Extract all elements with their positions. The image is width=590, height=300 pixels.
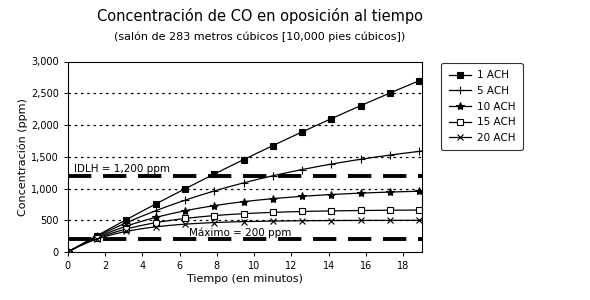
20 ACH (179, 223, 186, 226)
10 ACH (322, 193, 329, 197)
Line: 20 ACH: 20 ACH (64, 217, 425, 256)
10 ACH (418, 189, 425, 193)
1 ACH (287, 136, 294, 139)
Legend: 1 ACH, 5 ACH, 10 ACH, 15 ACH, 20 ACH: 1 ACH, 5 ACH, 10 ACH, 15 ACH, 20 ACH (441, 63, 523, 150)
Text: Concentración de CO en oposición al tiempo: Concentración de CO en oposición al tiem… (97, 8, 422, 23)
Line: 5 ACH: 5 ACH (64, 147, 426, 256)
1 ACH (418, 78, 425, 81)
10 ACH (287, 195, 294, 199)
15 ACH (322, 209, 329, 213)
Text: IDLH = 1,200 ppm: IDLH = 1,200 ppm (74, 164, 171, 174)
1 ACH (64, 250, 71, 254)
15 ACH (179, 217, 186, 220)
20 ACH (287, 219, 294, 223)
15 ACH (320, 209, 327, 213)
5 ACH (64, 250, 71, 254)
5 ACH (322, 164, 329, 167)
Text: Máximo = 200 ppm: Máximo = 200 ppm (189, 227, 291, 238)
Y-axis label: Concentración (ppm): Concentración (ppm) (18, 98, 28, 216)
1 ACH (107, 226, 114, 230)
1 ACH (320, 121, 327, 124)
Text: (salón de 283 metros cúbicos [10,000 pies cúbicos]): (salón de 283 metros cúbicos [10,000 pie… (114, 32, 405, 42)
X-axis label: Tiempo (en minutos): Tiempo (en minutos) (187, 274, 303, 284)
10 ACH (320, 193, 327, 197)
5 ACH (287, 170, 294, 174)
Line: 15 ACH: 15 ACH (65, 207, 425, 255)
10 ACH (64, 250, 71, 254)
15 ACH (287, 210, 294, 214)
Line: 1 ACH: 1 ACH (65, 77, 425, 255)
20 ACH (320, 219, 327, 222)
20 ACH (205, 221, 212, 225)
20 ACH (107, 233, 114, 237)
5 ACH (205, 191, 212, 195)
10 ACH (205, 205, 212, 208)
10 ACH (107, 230, 114, 234)
5 ACH (418, 149, 425, 153)
1 ACH (322, 120, 329, 123)
15 ACH (205, 214, 212, 218)
20 ACH (64, 250, 71, 254)
5 ACH (107, 228, 114, 232)
15 ACH (418, 208, 425, 212)
1 ACH (179, 188, 186, 192)
15 ACH (64, 250, 71, 254)
20 ACH (322, 219, 329, 222)
15 ACH (107, 232, 114, 236)
Line: 10 ACH: 10 ACH (64, 187, 426, 256)
1 ACH (205, 176, 212, 179)
5 ACH (179, 199, 186, 202)
10 ACH (179, 209, 186, 213)
5 ACH (320, 164, 327, 167)
20 ACH (418, 218, 425, 222)
